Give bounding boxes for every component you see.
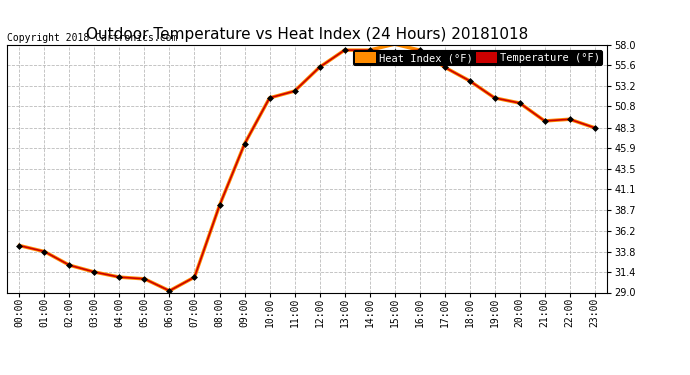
Legend: Heat Index (°F), Temperature (°F): Heat Index (°F), Temperature (°F) [353, 50, 602, 65]
Text: Copyright 2018 Cartronics.com: Copyright 2018 Cartronics.com [7, 33, 177, 42]
Title: Outdoor Temperature vs Heat Index (24 Hours) 20181018: Outdoor Temperature vs Heat Index (24 Ho… [86, 27, 528, 42]
